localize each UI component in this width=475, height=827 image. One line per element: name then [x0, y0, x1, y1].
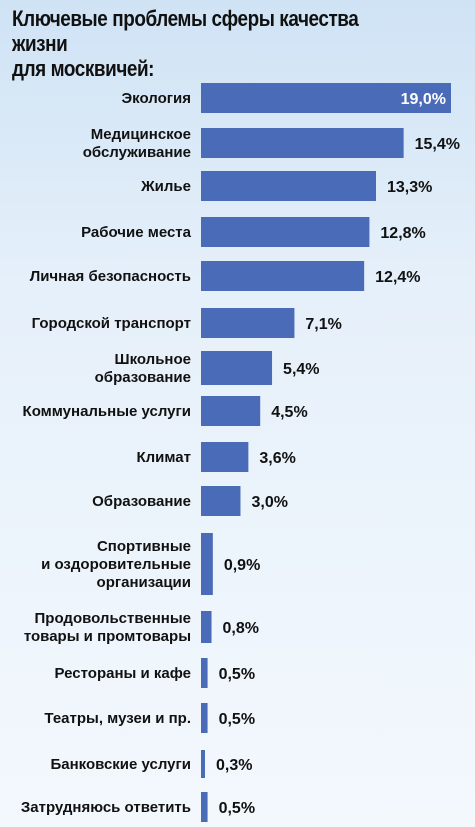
value-label-7: 4,5%: [271, 404, 307, 421]
category-label-3: Рабочие места: [81, 224, 192, 241]
chart-title: Ключевые проблемы сферы качества жизни д…: [12, 6, 359, 81]
category-label-8: Климат: [137, 449, 192, 466]
value-label-11: 0,8%: [223, 620, 259, 637]
value-label-2: 13,3%: [387, 179, 432, 196]
category-label-13: Театры, музеи и пр.: [44, 710, 191, 727]
category-label-6: Школьное образование: [95, 351, 191, 386]
bar-13: [201, 703, 208, 733]
category-label-9: Образование: [92, 493, 191, 510]
bar-8: [201, 442, 249, 472]
category-label-7: Коммунальные услуги: [23, 403, 191, 420]
value-label-8: 3,6%: [259, 450, 295, 467]
value-label-14: 0,3%: [216, 757, 252, 774]
value-label-0: 19,0%: [401, 91, 446, 108]
bar-5: [201, 308, 295, 338]
bar-1: [201, 128, 404, 158]
bar-7: [201, 396, 261, 426]
bar-15: [201, 792, 208, 822]
bar-6: [201, 351, 273, 385]
category-label-2: Жилье: [140, 178, 191, 195]
category-label-15: Затрудняюсь ответить: [21, 799, 191, 816]
bar-2: [201, 171, 376, 201]
category-label-1: Медицинское обслуживание: [83, 126, 191, 161]
category-label-4: Личная безопасность: [30, 268, 191, 285]
category-label-10: Спортивные и оздоровительные организации: [41, 538, 191, 591]
bar-0: [201, 83, 451, 113]
category-label-0: Экология: [122, 90, 192, 107]
value-label-10: 0,9%: [224, 557, 260, 574]
bar-14: [201, 750, 205, 778]
bar-9: [201, 486, 241, 516]
bar-3: [201, 217, 370, 247]
value-label-5: 7,1%: [305, 316, 341, 333]
bar-10: [201, 533, 213, 595]
value-label-12: 0,5%: [219, 666, 255, 683]
value-label-9: 3,0%: [251, 494, 287, 511]
category-label-5: Городской транспорт: [32, 315, 191, 332]
bar-12: [201, 658, 208, 688]
category-label-12: Рестораны и кафе: [55, 665, 191, 682]
value-label-1: 15,4%: [415, 136, 460, 153]
category-label-11: Продовольственные товары и промтовары: [24, 610, 191, 645]
value-label-3: 12,8%: [380, 225, 425, 242]
bar-11: [201, 611, 212, 643]
value-label-13: 0,5%: [219, 711, 255, 728]
value-label-15: 0,5%: [219, 800, 255, 817]
category-label-14: Банковские услуги: [50, 756, 191, 773]
value-label-6: 5,4%: [283, 361, 319, 378]
value-label-4: 12,4%: [375, 269, 420, 286]
bar-4: [201, 261, 365, 291]
